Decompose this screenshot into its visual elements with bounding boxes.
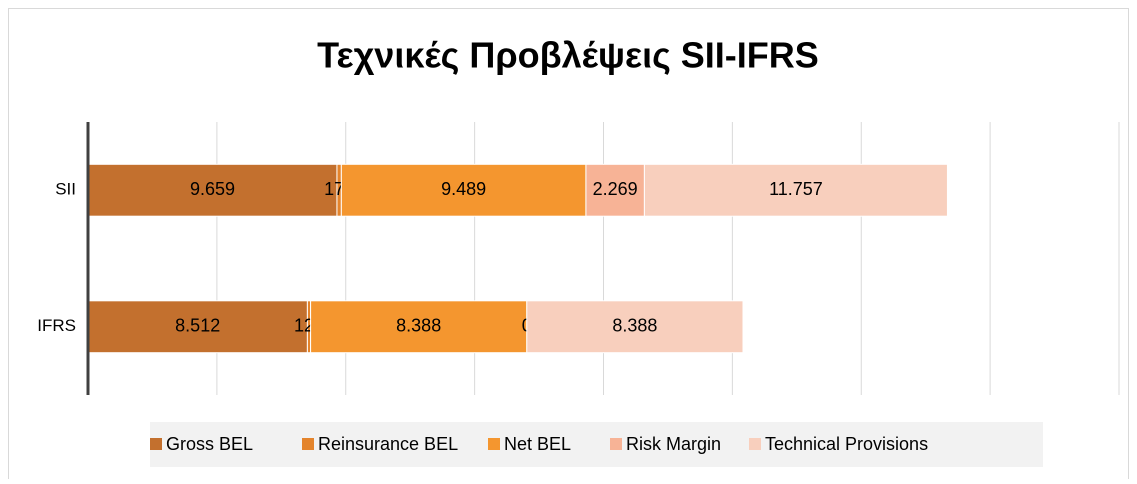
y-tick-label: SII [55,180,76,199]
legend-swatch [150,438,162,450]
bar-segment [87,163,338,217]
bar-segment [585,163,645,217]
legend-swatch [302,438,314,450]
bar-segment [310,300,528,354]
data-label: 9.489 [441,179,486,199]
bar-segment [643,163,948,217]
legend-label: Reinsurance BEL [318,434,458,454]
legend-label: Gross BEL [166,434,253,454]
legend-label: Risk Margin [626,434,721,454]
chart-border [8,8,1129,484]
legend-swatch [749,438,761,450]
bar-segment [526,300,744,354]
legend-label: Technical Provisions [765,434,928,454]
bar-segment [87,300,308,354]
chart-title: Τεχνικές Προβλέψεις SII-IFRS [317,35,819,76]
data-label: 2.269 [593,179,638,199]
legend-swatch [610,438,622,450]
data-label: 8.388 [396,316,441,336]
y-tick-label: IFRS [37,316,76,335]
legend-box [150,422,1043,467]
data-label: 8.512 [175,316,220,336]
bar-segment [340,163,587,217]
data-label: 9.659 [190,179,235,199]
data-label: 11.757 [769,179,823,199]
data-label: 8.388 [612,316,657,336]
legend-swatch [488,438,500,450]
legend-label: Net BEL [504,434,571,454]
